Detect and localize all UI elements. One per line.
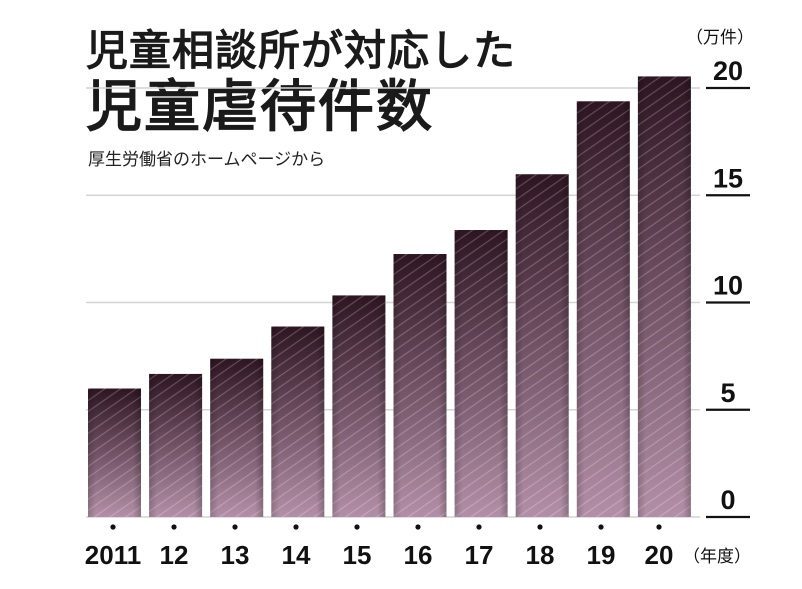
x-tick-label: 20 [645, 540, 674, 570]
x-tick-dot [293, 524, 299, 530]
x-tick-label: 13 [221, 540, 250, 570]
x-axis-unit-label: （年度） [683, 547, 751, 567]
x-tick-dot [171, 524, 177, 530]
x-tick-dot [598, 524, 604, 530]
chart-title: 児童相談所が対応した [86, 26, 517, 75]
x-tick-dot [537, 524, 543, 530]
y-tick-label: 0 [720, 485, 735, 515]
x-tick-dot [656, 524, 662, 530]
x-tick-label: 2011 [85, 540, 141, 570]
x-tick-label: 16 [404, 540, 433, 570]
x-tick-dot [232, 524, 238, 530]
y-tick-label: 5 [720, 378, 735, 408]
x-tick-label: 18 [526, 540, 555, 570]
bar-shading [515, 174, 569, 517]
y-tick-label: 20 [713, 56, 743, 86]
bar-shading [210, 358, 264, 517]
bar-shading [332, 295, 386, 517]
chart-subtitle: 厚生労働省のホームページから [88, 150, 326, 170]
bars [88, 76, 691, 518]
x-tick-dot [415, 524, 421, 530]
bar-shading [637, 76, 691, 518]
y-axis-ticks: 0 5 10 15 20 [706, 56, 750, 519]
y-axis-unit-label: （万件） [686, 28, 754, 48]
x-tick-label: 12 [160, 540, 189, 570]
x-tick-dot [354, 524, 360, 530]
bar-shading [576, 101, 630, 517]
x-axis-ticks: 2011 12 13 14 15 16 17 18 19 20 [85, 524, 674, 570]
bar-shading [393, 254, 447, 517]
x-tick-dot [110, 524, 116, 530]
y-tick-label: 15 [713, 163, 743, 193]
bar-shading [149, 373, 203, 517]
x-tick-label: 15 [343, 540, 372, 570]
y-tick-label: 10 [713, 271, 743, 301]
x-tick-label: 19 [587, 540, 616, 570]
bar-shading [454, 229, 508, 517]
x-tick-label: 14 [282, 540, 311, 570]
chart-title-line2: 児童虐待件数 [86, 75, 434, 140]
x-tick-label: 17 [465, 540, 494, 570]
bar-shading [271, 326, 325, 517]
x-tick-dot [476, 524, 482, 530]
bar-shading [88, 388, 141, 517]
